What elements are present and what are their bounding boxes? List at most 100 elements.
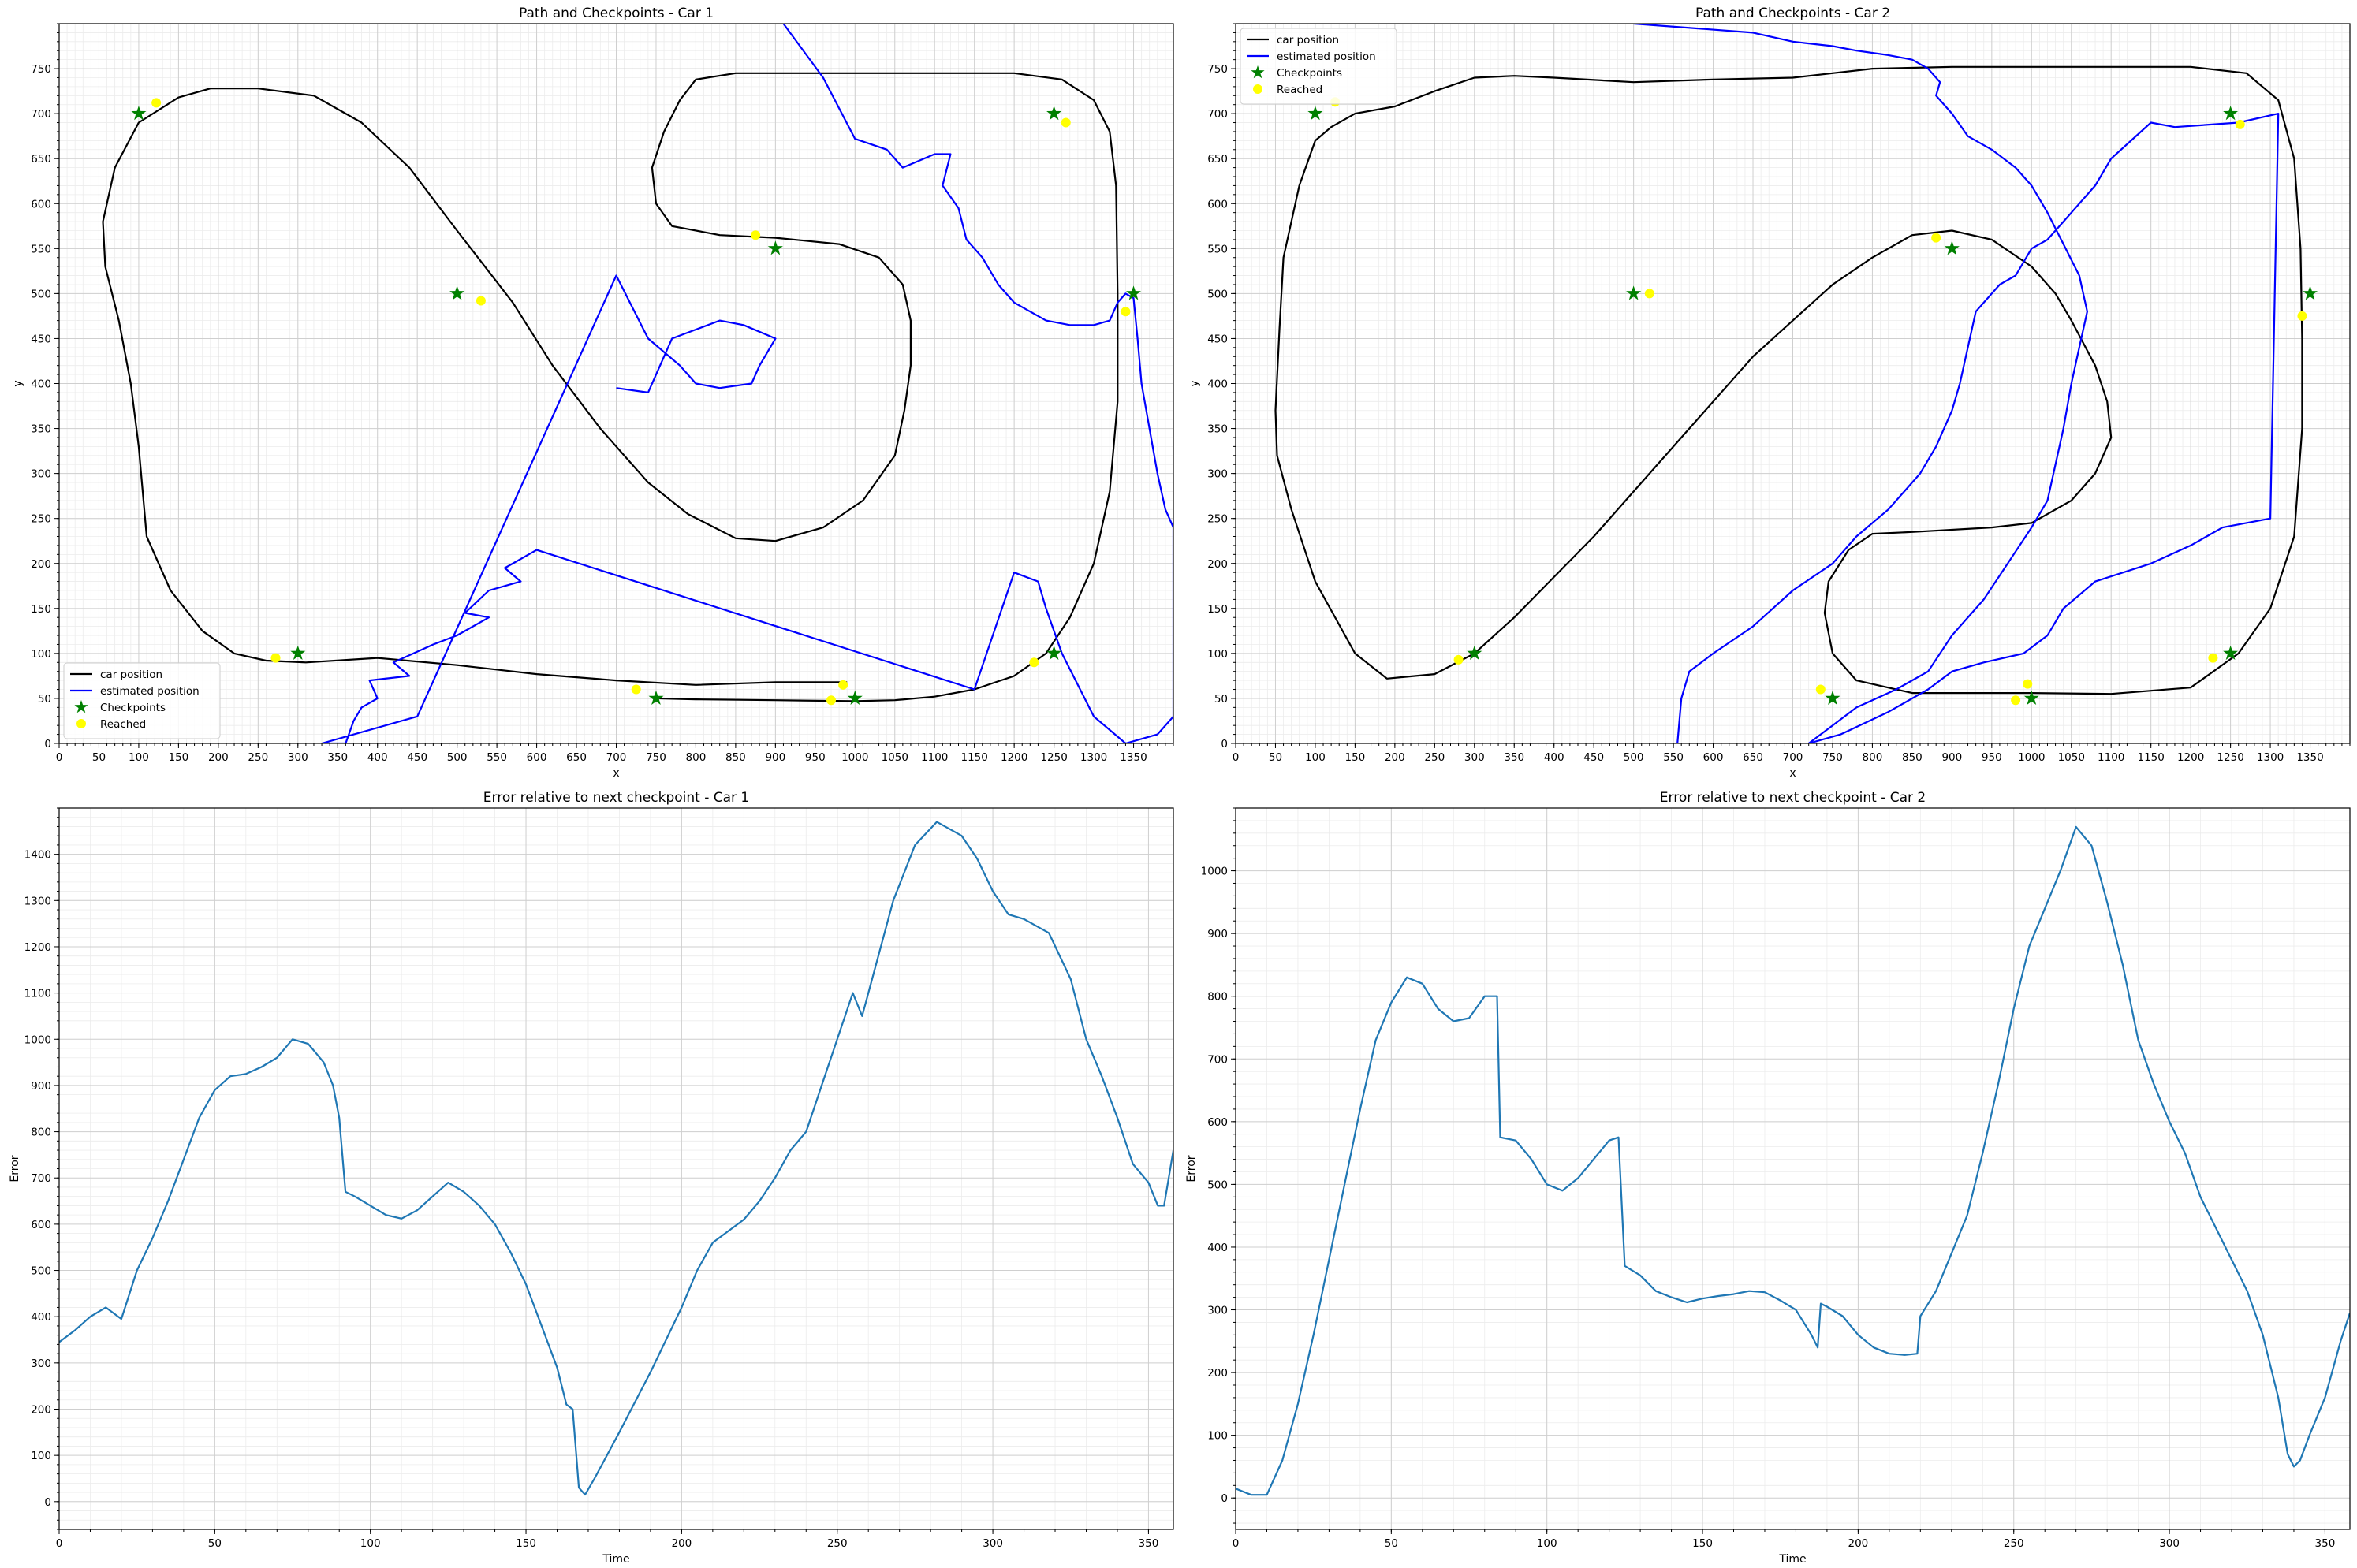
x-tick-label: 200 bbox=[208, 751, 229, 764]
reached-marker-8 bbox=[2235, 119, 2245, 129]
y-tick-label: 300 bbox=[31, 468, 51, 481]
x-tick-label: 650 bbox=[1743, 751, 1763, 764]
chart-title: Path and Checkpoints - Car 1 bbox=[519, 6, 714, 21]
x-tick-label: 600 bbox=[1703, 751, 1724, 764]
x-tick-label: 1200 bbox=[1001, 751, 1027, 764]
y-tick-label: 0 bbox=[1221, 738, 1228, 750]
x-tick-label: 750 bbox=[646, 751, 666, 764]
x-tick-label: 50 bbox=[1269, 751, 1282, 764]
chart-panel-3: 0 50 100 150 200 250 300 350 0 100 200 300 400 500 600… bbox=[9, 790, 1174, 1566]
y-tick-label: 700 bbox=[1207, 108, 1228, 121]
y-tick-label: 550 bbox=[31, 243, 51, 255]
x-tick-label: 350 bbox=[1139, 1537, 1159, 1550]
checkpoint-marker-1 bbox=[1307, 106, 1323, 121]
x-tick-label: 0 bbox=[1233, 1537, 1240, 1550]
x-tick-label: 50 bbox=[1385, 1537, 1398, 1550]
x-tick-label: 200 bbox=[1385, 751, 1405, 764]
y-tick-label: 250 bbox=[1207, 513, 1228, 526]
x-tick-label: 1350 bbox=[2296, 751, 2323, 764]
checkpoint-marker-8 bbox=[1046, 645, 1062, 660]
y-tick-label: 350 bbox=[31, 423, 51, 436]
ticks bbox=[1231, 23, 2351, 748]
reached-marker-10 bbox=[1121, 307, 1131, 317]
checkpoint-marker-1 bbox=[131, 106, 147, 121]
x-tick-label: 300 bbox=[983, 1537, 1003, 1550]
reached-marker-2 bbox=[270, 653, 281, 663]
ticks bbox=[54, 23, 1174, 748]
x-tick-label: 150 bbox=[1345, 751, 1366, 764]
y-tick-label: 500 bbox=[31, 1265, 51, 1278]
reached-marker-9 bbox=[1029, 657, 1039, 668]
x-tick-label: 1050 bbox=[882, 751, 908, 764]
y-tick-label: 50 bbox=[1214, 693, 1228, 706]
y-tick-label: 200 bbox=[1207, 1367, 1228, 1380]
legend-box bbox=[63, 662, 221, 739]
y-tick-label: 450 bbox=[31, 333, 51, 345]
x-tick-label: 250 bbox=[1424, 751, 1445, 764]
x-tick-label: 350 bbox=[1504, 751, 1524, 764]
x-tick-label: 50 bbox=[208, 1537, 222, 1550]
chart-panel-1: 0 50 100 150 200 250 300 350 400 450 500 550 600 650 7… bbox=[12, 6, 1174, 780]
x-tick-label: 1250 bbox=[1040, 751, 1067, 764]
y-tick-label: 100 bbox=[31, 1450, 51, 1462]
x-tick-label: 250 bbox=[248, 751, 268, 764]
ticks bbox=[1231, 807, 2325, 1534]
legend-box bbox=[1240, 28, 1397, 105]
legend-entry: Checkpoints bbox=[1277, 67, 1342, 80]
y-tick-label: 600 bbox=[31, 1219, 51, 1231]
checkpoint-marker-9 bbox=[1126, 285, 1141, 300]
chart-title: Error relative to next checkpoint - Car … bbox=[483, 790, 749, 806]
x-tick-label: 1050 bbox=[2058, 751, 2085, 764]
checkpoint-marker-2 bbox=[290, 645, 306, 660]
y-tick-label: 300 bbox=[1207, 468, 1228, 481]
x-tick-label: 1300 bbox=[1080, 751, 1107, 764]
y-tick-label: 1100 bbox=[24, 988, 51, 1000]
checkpoint-marker-4 bbox=[648, 690, 664, 705]
major-grid bbox=[58, 808, 1173, 1529]
y-tick-label: 900 bbox=[1207, 928, 1228, 940]
chart-panel-2: 0 50 100 150 200 250 300 350 400 450 500 550 600 650 7… bbox=[1188, 6, 2351, 780]
chart-title: Error relative to next checkpoint - Car … bbox=[1660, 790, 1926, 806]
y-tick-label: 600 bbox=[1207, 1116, 1228, 1129]
x-tick-label: 0 bbox=[1233, 751, 1240, 764]
x-tick-label: 100 bbox=[129, 751, 149, 764]
series-line-1 bbox=[102, 72, 1119, 702]
y-tick-label: 0 bbox=[1221, 1492, 1228, 1505]
series-line-2 bbox=[1633, 24, 2280, 743]
y-tick-label: 400 bbox=[31, 1311, 51, 1324]
x-tick-label: 1100 bbox=[921, 751, 948, 764]
x-tick-label: 400 bbox=[1544, 751, 1564, 764]
y-tick-label: 750 bbox=[1207, 63, 1228, 76]
checkpoint-marker-4 bbox=[1825, 690, 1840, 705]
reached-marker-2 bbox=[1453, 654, 1464, 665]
plot-area bbox=[1236, 825, 2350, 1496]
legend-swatch-dot bbox=[1253, 84, 1262, 94]
major-grid bbox=[58, 24, 1173, 744]
reached-marker-1 bbox=[151, 98, 162, 108]
reached-marker-5 bbox=[751, 230, 761, 240]
x-tick-label: 100 bbox=[360, 1537, 381, 1550]
series-line-1 bbox=[1236, 825, 2350, 1496]
y-axis-label: y bbox=[12, 380, 24, 386]
y-tick-label: 100 bbox=[31, 648, 51, 661]
checkpoint-marker-7 bbox=[1046, 106, 1062, 121]
y-tick-label: 50 bbox=[38, 693, 51, 706]
x-tick-label: 350 bbox=[2315, 1537, 2336, 1550]
series-line-1 bbox=[1274, 65, 2303, 695]
plot-area bbox=[102, 24, 1173, 743]
reached-marker-7 bbox=[2011, 695, 2021, 706]
x-tick-label: 700 bbox=[606, 751, 627, 764]
x-tick-label: 800 bbox=[1863, 751, 1883, 764]
checkpoint-marker-8 bbox=[2223, 645, 2239, 660]
checkpoint-marker-6 bbox=[847, 690, 863, 705]
x-axis-label: Time bbox=[602, 1553, 629, 1566]
checkpoint-marker-5 bbox=[767, 240, 783, 255]
x-tick-label: 50 bbox=[92, 751, 106, 764]
x-tick-label: 450 bbox=[1583, 751, 1604, 764]
y-tick-label: 0 bbox=[44, 1496, 51, 1509]
y-tick-label: 150 bbox=[1207, 603, 1228, 616]
x-tick-label: 500 bbox=[447, 751, 468, 764]
reached-marker-10 bbox=[2297, 311, 2307, 321]
legend-swatch-star bbox=[1251, 65, 1265, 79]
x-tick-label: 950 bbox=[805, 751, 826, 764]
